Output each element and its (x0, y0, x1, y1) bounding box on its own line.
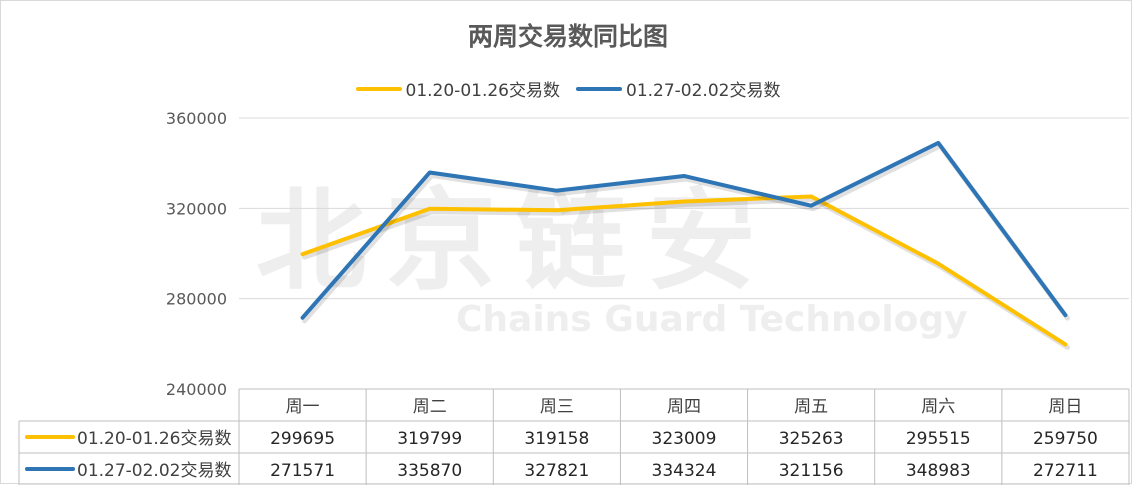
legend-swatch-series-2 (576, 86, 622, 91)
table-cell-value: 319158 (524, 429, 589, 449)
x-tick-label: 周五 (794, 397, 828, 417)
y-tick-label: 280000 (166, 290, 227, 309)
table-cell-value: 319799 (397, 429, 462, 449)
chart-title: 两周交易数同比图 (467, 22, 668, 51)
table-cell-value: 321156 (779, 461, 844, 481)
legend-label-series-1: 01.20-01.26交易数 (405, 81, 560, 101)
y-tick-label: 360000 (166, 109, 227, 128)
legend: 01.20-01.26交易数 01.27-02.02交易数 (1, 76, 1134, 101)
x-tick-label: 周一 (286, 397, 320, 417)
legend-label-series-2: 01.27-02.02交易数 (626, 81, 781, 101)
table-cell-value: 348983 (906, 461, 971, 481)
y-tick-label: 320000 (166, 199, 227, 218)
table-cell-value: 271571 (270, 461, 335, 481)
table-cell-value: 323009 (652, 429, 717, 449)
table-cell-value: 327821 (524, 461, 589, 481)
y-tick-label: 240000 (166, 380, 227, 399)
legend-item-series-2: 01.27-02.02交易数 (576, 76, 780, 101)
x-tick-label: 周三 (540, 397, 574, 417)
table-cell-value: 299695 (270, 429, 335, 449)
table-series-label: 01.20-01.26交易数 (77, 429, 231, 449)
chart-svg: 240000 280000 320000 360000 周一 周二 周三 周四 周五 周六 周日 01… (18, 109, 1130, 485)
table-cell-value: 335870 (397, 461, 462, 481)
series-line-shadow (302, 143, 1070, 324)
chart-frame: 两周交易数同比图 01.20-01.26交易数 01.27-02.02交易数 北… (0, 0, 1134, 485)
watermark-text-en: Chains Guard Technology (456, 299, 968, 340)
legend-swatch-series-1 (355, 86, 402, 91)
table-cell-value: 259750 (1033, 429, 1098, 449)
x-tick-label: 周六 (921, 397, 955, 417)
legend-item-series-1: 01.20-01.26交易数 (355, 76, 560, 101)
table-series-label: 01.27-02.02交易数 (77, 461, 231, 481)
table-cell-value: 334324 (652, 461, 717, 481)
table-cell-value: 325263 (779, 429, 844, 449)
table-cell-value: 272711 (1033, 461, 1098, 481)
series-line-2 (300, 140, 1068, 320)
x-tick-label: 周四 (667, 397, 701, 417)
x-tick-label: 周二 (413, 397, 447, 417)
table-cell-value: 295515 (906, 429, 971, 449)
x-tick-label: 周日 (1048, 397, 1082, 417)
